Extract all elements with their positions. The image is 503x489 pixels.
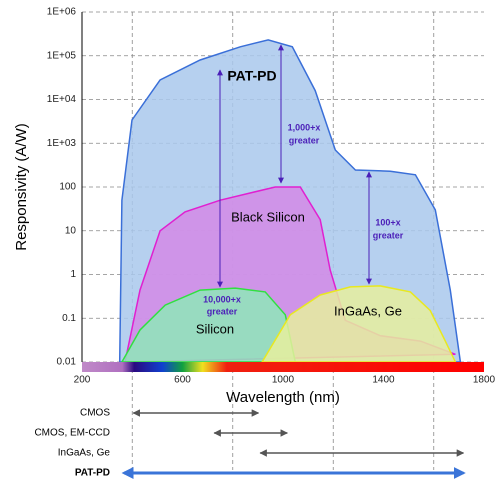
y-tick-label: 1E+05 (47, 50, 77, 61)
annotation: 1,000+x (288, 122, 321, 132)
y-tick-label: 0.1 (62, 313, 76, 324)
range-label: CMOS, EM-CCD (34, 428, 110, 439)
x-tick-label: 1000 (272, 375, 295, 386)
series-label: Silicon (196, 321, 234, 336)
annotation: greater (289, 135, 320, 145)
x-tick-label: 600 (174, 375, 191, 386)
area (260, 285, 457, 363)
y-tick-label: 100 (59, 182, 76, 193)
annotation: 10,000+x (203, 294, 241, 304)
annotation: greater (207, 306, 238, 316)
plot-area (82, 11, 484, 470)
x-tick-label: 1400 (372, 375, 395, 386)
range-label: InGaAs, Ge (58, 448, 111, 459)
y-tick-label: 1 (70, 269, 76, 280)
y-axis-title: Responsivity (A/W) (13, 123, 30, 251)
series-label: InGaAs, Ge (334, 303, 402, 318)
x-tick-label: 1800 (473, 375, 496, 386)
y-tick-label: 1E+06 (47, 7, 77, 18)
series-label: Black Silicon (231, 209, 305, 224)
y-tick-label: 1E+03 (47, 138, 77, 149)
x-tick-label: 200 (74, 375, 91, 386)
range-label: CMOS (80, 408, 110, 419)
y-tick-label: 10 (65, 225, 77, 236)
x-axis-title: Wavelength (nm) (226, 389, 340, 406)
annotation: greater (373, 230, 404, 240)
arrows (217, 44, 372, 288)
series-label: PAT-PD (227, 68, 276, 84)
spectrum-bar (82, 362, 484, 372)
y-tick-label: 1E+04 (47, 94, 77, 105)
annotation: 100+x (375, 217, 400, 227)
y-tick-label: 0.01 (57, 357, 77, 368)
range-label: PAT-PD (75, 468, 110, 479)
